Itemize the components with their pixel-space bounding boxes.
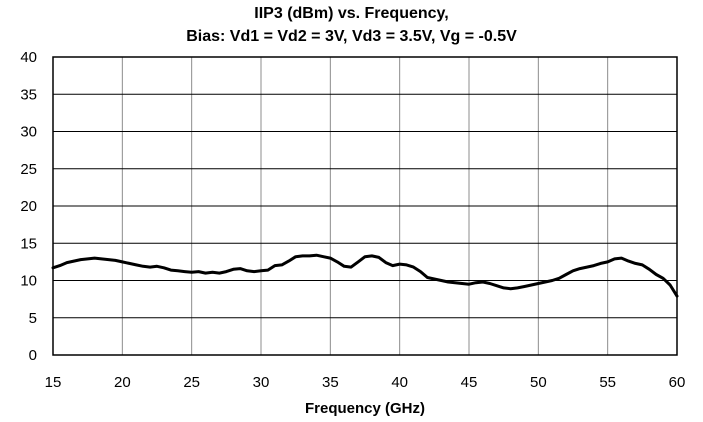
x-tick-label: 15: [45, 374, 62, 391]
series-line-1: [51, 253, 679, 298]
x-tick-label: 55: [599, 374, 616, 391]
x-tick-label: 60: [669, 374, 686, 391]
chart-title: IIP3 (dBm) vs. Frequency,: [254, 5, 449, 22]
plot-area: [52, 56, 678, 356]
y-tick-label: 25: [20, 161, 37, 178]
grid: [53, 57, 677, 355]
x-tick-label: 50: [530, 374, 547, 391]
x-axis: 15 20 25 30 35 40 45 50 55 60: [45, 374, 686, 391]
y-tick-label: 35: [20, 86, 37, 103]
series-group: [51, 253, 679, 298]
x-tick-label: 40: [391, 374, 408, 391]
x-axis-label: Frequency (GHz): [305, 400, 425, 417]
x-tick-label: 20: [114, 374, 131, 391]
x-tick-label: 45: [461, 374, 478, 391]
chart-subtitle: Bias: Vd1 = Vd2 = 3V, Vd3 = 3.5V, Vg = -…: [186, 28, 517, 45]
y-tick-label: 20: [20, 198, 37, 215]
y-axis: 0 5 10 15 20 25 30 35 40: [20, 49, 37, 364]
y-tick-label: 30: [20, 124, 37, 141]
x-tick-label: 35: [322, 374, 339, 391]
x-tick-label: 25: [183, 374, 200, 391]
y-tick-label: 40: [20, 49, 37, 66]
y-tick-label: 5: [29, 310, 37, 327]
x-tick-label: 30: [253, 374, 270, 391]
y-tick-label: 0: [29, 347, 37, 364]
y-tick-label: 10: [20, 273, 37, 290]
y-tick-label: 15: [20, 235, 37, 252]
